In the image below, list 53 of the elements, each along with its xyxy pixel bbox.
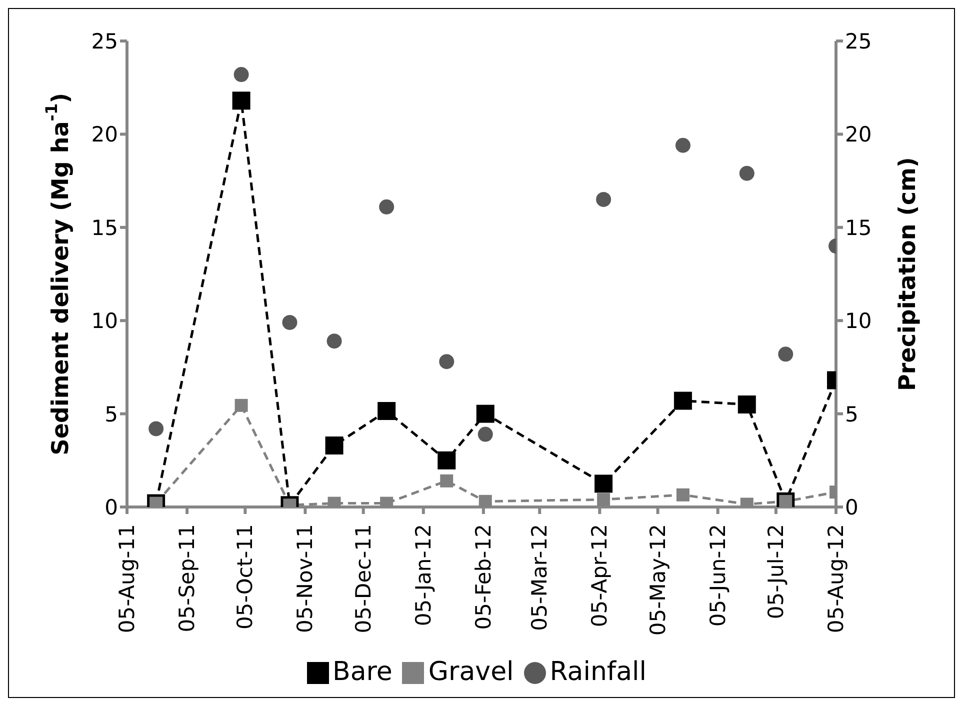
point [439, 354, 454, 370]
y2-tick-label: 25 [845, 29, 872, 54]
point [234, 67, 249, 82]
point [478, 494, 492, 507]
y2-tick-label: 5 [845, 402, 858, 426]
point [378, 402, 396, 420]
point [232, 92, 250, 110]
y-tick-label: 25 [91, 29, 118, 54]
x-tick-label: 05-Aug-12 [824, 524, 848, 634]
y2-tick-label: 0 [845, 495, 858, 520]
legend-label: Bare [332, 657, 392, 687]
y2-tick-label: 15 [845, 216, 872, 240]
point [594, 474, 613, 493]
x-tick-label: 05-Jan-12 [411, 524, 436, 626]
point [778, 346, 794, 362]
y-tick-label: 15 [91, 216, 118, 240]
point [478, 426, 493, 442]
x-tick-label: 05-May-12 [646, 524, 670, 636]
legend-label: Rainfall [550, 657, 646, 687]
point [674, 392, 692, 410]
y-tick-label: 0 [104, 495, 118, 520]
x-tick-label: 05-Nov-11 [293, 524, 318, 634]
y2-tick-label: 20 [845, 122, 872, 147]
x-tick-label: 05-Dec-11 [351, 524, 376, 634]
x-tick-label: 05-Jun-12 [706, 524, 730, 627]
y-tick-label: 10 [91, 309, 118, 334]
point [739, 166, 754, 181]
x-tick-label: 05-Feb-12 [471, 524, 496, 630]
x-tick-label: 05-Oct-11 [233, 524, 258, 630]
point [379, 199, 394, 214]
x-tick-label: 05-Jul-12 [764, 524, 788, 620]
y2-tick-label: 10 [845, 309, 872, 334]
y-tick-label: 5 [104, 402, 118, 426]
y-tick-label: 20 [91, 122, 118, 147]
point [148, 421, 164, 436]
point [325, 436, 344, 454]
point [282, 314, 298, 330]
y2-axis-title: Precipitation (cm) [895, 157, 921, 391]
point [676, 488, 690, 502]
legend-label: Gravel [428, 657, 514, 687]
x-tick-label: 05-Sep-11 [175, 524, 200, 632]
point [438, 451, 456, 470]
point [596, 192, 612, 207]
point [234, 398, 248, 412]
x-tick-label: 05-Apr-12 [588, 524, 612, 628]
x-tick-label: 05-Mar-12 [528, 524, 552, 631]
point [440, 474, 454, 488]
x-tick-label: 05-Aug-11 [115, 524, 139, 634]
point [326, 334, 342, 349]
point [597, 493, 610, 506]
point [675, 138, 690, 153]
point [476, 404, 494, 423]
point [738, 395, 756, 414]
